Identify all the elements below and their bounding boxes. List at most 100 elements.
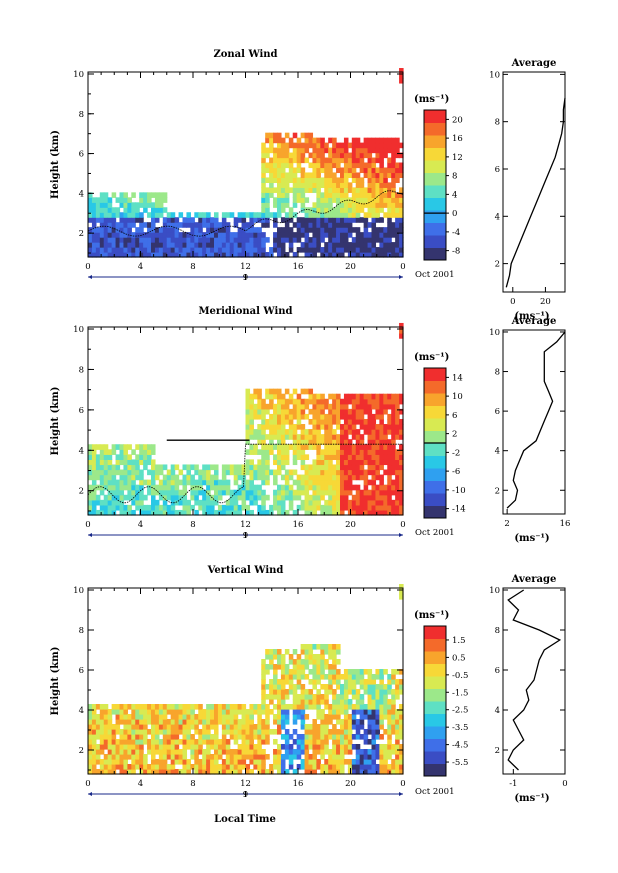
- heatmap-cell: [265, 177, 270, 183]
- heatmap-cell: [210, 479, 215, 486]
- heatmap-cell: [304, 413, 310, 420]
- heatmap-cell: [273, 403, 278, 410]
- heatmap-cell: [241, 474, 247, 481]
- colorbar-tick-label: 14: [452, 373, 463, 383]
- heatmap-cell: [399, 744, 404, 750]
- heatmap-cell: [308, 398, 314, 405]
- heatmap-cell: [107, 769, 113, 775]
- heatmap-cell: [347, 454, 353, 460]
- heatmap-cell: [186, 474, 191, 481]
- heatmap-cell: [328, 479, 333, 486]
- heatmap-cell: [158, 504, 164, 511]
- heatmap-cell: [391, 489, 396, 496]
- heatmap-cell: [269, 444, 274, 450]
- heatmap-cell: [387, 237, 392, 243]
- heatmap-cell: [269, 679, 274, 685]
- x-tick-label: 0: [400, 779, 405, 789]
- heatmap-cell: [107, 484, 113, 491]
- heatmap-cell: [399, 434, 404, 440]
- heatmap-cell: [103, 202, 109, 208]
- heatmap-cell: [158, 704, 164, 710]
- heatmap-cell: [328, 434, 333, 440]
- heatmap-cell: [95, 217, 101, 223]
- heatmap-cell: [269, 137, 274, 144]
- heatmap-cell: [127, 207, 132, 213]
- heatmap-cell: [383, 769, 388, 775]
- heatmap-cell: [190, 724, 195, 730]
- heatmap-cell: [332, 754, 337, 760]
- heatmap-cell: [221, 739, 227, 745]
- heatmap-cell: [351, 429, 357, 435]
- heatmap-cell: [162, 237, 168, 243]
- heatmap-cell: [115, 709, 121, 715]
- heatmap-cell: [292, 664, 298, 670]
- heatmap-cell: [280, 764, 286, 770]
- heatmap-cell: [233, 469, 239, 476]
- heatmap-cell: [210, 719, 215, 725]
- heatmap-cell: [363, 429, 369, 435]
- heatmap-cell: [320, 744, 325, 750]
- heatmap-cell: [308, 759, 314, 765]
- heatmap-cell: [229, 494, 235, 501]
- heatmap-cell: [253, 232, 258, 238]
- heatmap-cell: [158, 192, 164, 198]
- heatmap-cell: [363, 509, 369, 516]
- heatmap-cell: [320, 137, 325, 144]
- heatmap-cell: [363, 479, 369, 486]
- heatmap-cell: [328, 152, 333, 159]
- heatmap-cell: [320, 222, 325, 228]
- heatmap-cell: [131, 217, 136, 223]
- heatmap-cell: [139, 217, 144, 223]
- heatmap-cell: [182, 232, 188, 238]
- heatmap-cell: [320, 403, 325, 410]
- y-tick-label: 8: [79, 110, 84, 120]
- heatmap-cell: [257, 744, 262, 750]
- heatmap-cell: [288, 137, 294, 144]
- heatmap-cell: [288, 152, 294, 159]
- heatmap-cell: [127, 227, 132, 233]
- heatmap-cell: [355, 172, 361, 179]
- heatmap-cell: [316, 192, 321, 198]
- heatmap-cell: [154, 242, 160, 248]
- heatmap-cell: [119, 202, 125, 208]
- heatmap-cell: [237, 509, 243, 516]
- heatmap-cell: [91, 449, 97, 455]
- heatmap-cell: [95, 202, 101, 208]
- heatmap-cell: [221, 744, 227, 750]
- heatmap-cell: [340, 724, 345, 730]
- heatmap-cell: [355, 459, 361, 466]
- heatmap-cell: [186, 232, 191, 238]
- inset-y-tick-label: 2: [495, 486, 500, 496]
- heatmap-cell: [135, 247, 140, 253]
- heatmap-cell: [115, 749, 121, 755]
- heatmap-cell: [395, 474, 400, 481]
- heatmap-cell: [273, 494, 278, 501]
- heatmap-cell: [217, 247, 223, 253]
- heatmap-cell: [139, 227, 144, 233]
- heatmap-cell: [253, 393, 258, 400]
- heatmap-cell: [147, 489, 152, 496]
- heatmap-cell: [277, 424, 282, 430]
- heatmap-cell: [391, 449, 396, 455]
- heatmap-cell: [253, 489, 258, 496]
- heatmap-cell: [280, 659, 286, 665]
- heatmap-cell: [198, 232, 203, 238]
- heatmap-cell: [135, 504, 140, 511]
- heatmap-cell: [312, 664, 317, 670]
- heatmap-cell: [206, 724, 211, 730]
- heatmap-cell: [316, 152, 321, 159]
- heatmap-cell: [111, 469, 117, 476]
- heatmap-cell: [166, 769, 172, 775]
- heatmap-cell: [367, 449, 373, 455]
- heatmap-cell: [162, 729, 168, 735]
- heatmap-cell: [375, 192, 380, 198]
- date-label: Oct 2001: [415, 787, 454, 797]
- heatmap-cell: [304, 469, 310, 476]
- heatmap-cell: [170, 227, 176, 233]
- heatmap-cell: [277, 408, 282, 415]
- heatmap-cell: [355, 418, 361, 425]
- heatmap-cell: [154, 202, 160, 208]
- heatmap-cell: [225, 739, 231, 745]
- heatmap-cell: [249, 734, 254, 740]
- heatmap-cell: [261, 769, 266, 775]
